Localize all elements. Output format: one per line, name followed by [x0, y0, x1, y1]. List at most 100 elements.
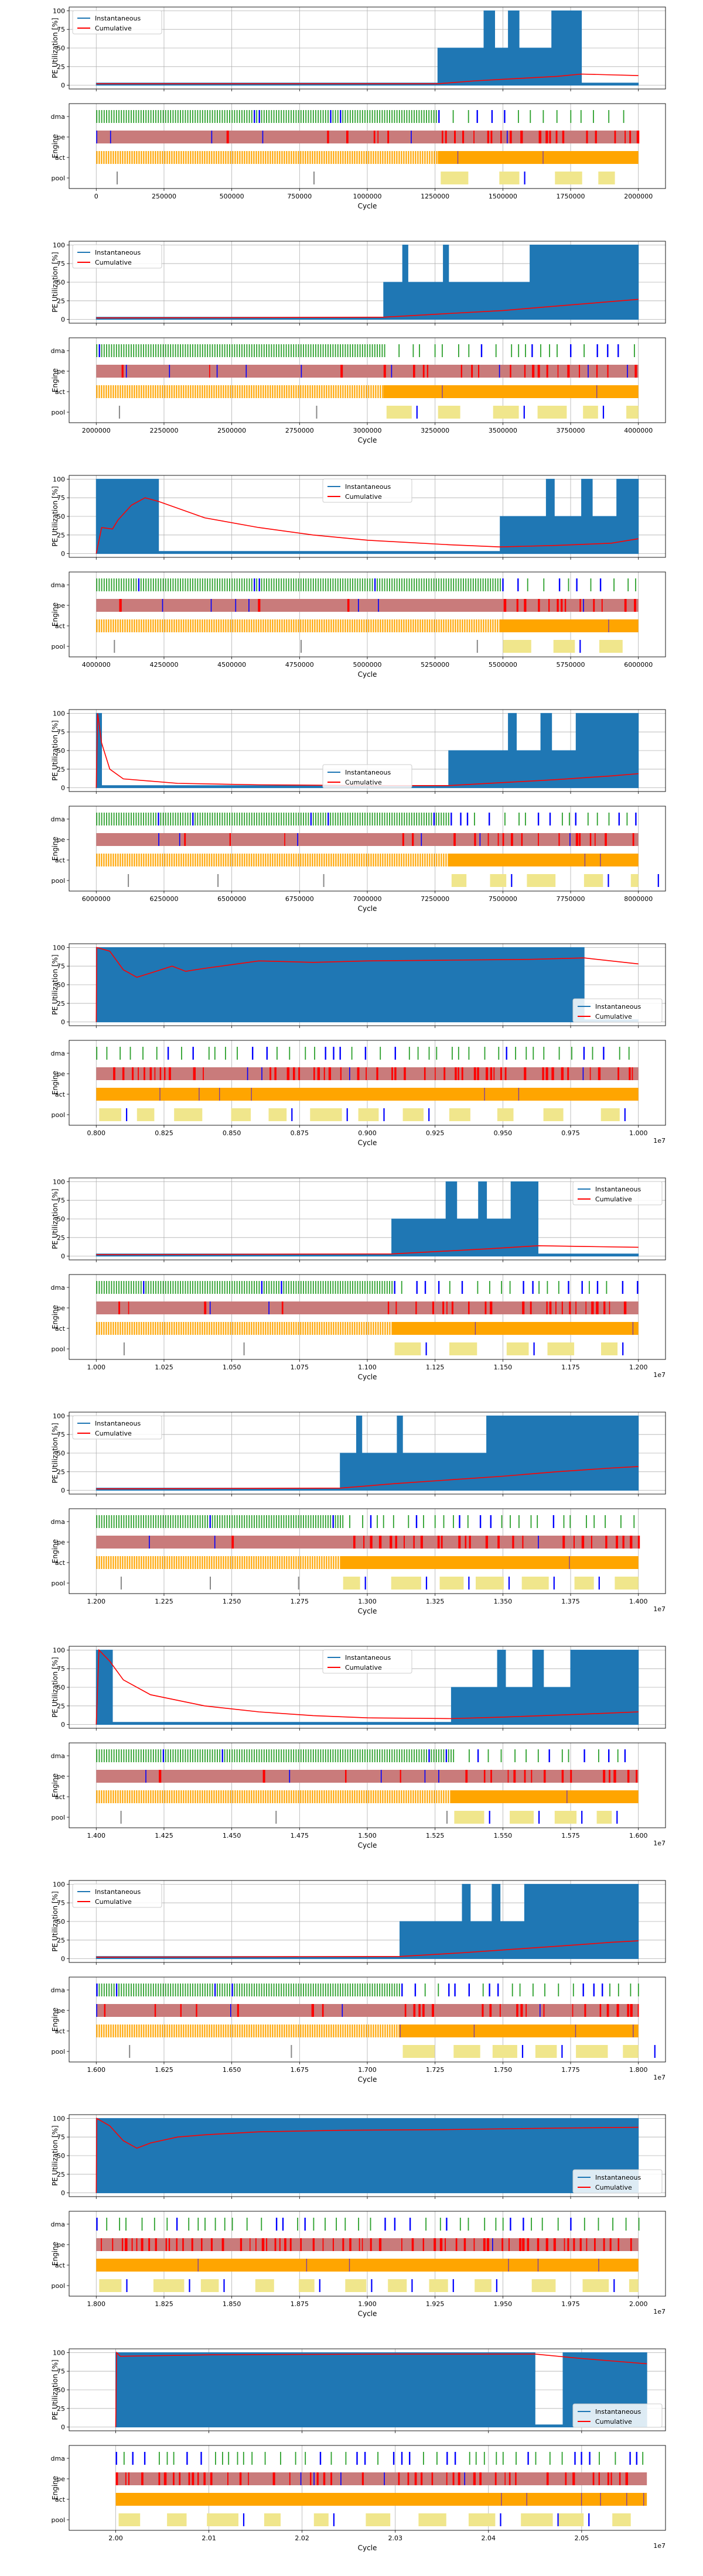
dma-event — [219, 1984, 221, 1996]
act-event — [377, 1790, 379, 1803]
dma-event — [221, 1515, 223, 1528]
pool-event — [438, 406, 460, 419]
act-event — [309, 619, 311, 632]
dma-event — [304, 2218, 306, 2231]
act-event — [180, 1556, 182, 1569]
act-event — [197, 1790, 199, 1803]
engine-xlabel: Cycle — [358, 2544, 377, 2552]
dma-event — [283, 1984, 285, 1996]
dma-event — [222, 2452, 223, 2465]
pe-event — [458, 1067, 459, 1080]
act-event — [356, 1790, 358, 1803]
act-event — [354, 1790, 356, 1803]
act-event — [291, 385, 292, 398]
dma-event — [342, 578, 344, 591]
pe-event — [122, 1067, 125, 1080]
act-event — [330, 151, 332, 164]
dma-event — [214, 1047, 216, 1060]
dma-event — [303, 1515, 304, 1528]
act-event — [185, 385, 187, 398]
dma-event — [431, 578, 432, 591]
pe-event — [240, 2238, 243, 2251]
act-event — [361, 619, 363, 632]
act-lane-events — [96, 854, 639, 866]
dma-event — [491, 110, 493, 123]
dma-event — [364, 2452, 366, 2465]
util-ytick-label: 50 — [57, 1684, 65, 1691]
act-event — [352, 619, 353, 632]
dma-event — [121, 813, 122, 825]
act-event — [246, 1790, 248, 1803]
act-event — [424, 854, 426, 866]
act-event — [129, 151, 131, 164]
act-event — [253, 1322, 255, 1335]
act-event — [227, 1790, 229, 1803]
dma-event — [379, 1281, 381, 1294]
util-ylabel: PE Utilization [%] — [51, 1423, 59, 1483]
act-event — [281, 1322, 283, 1335]
dma-event — [187, 578, 189, 591]
pe-event — [342, 2004, 343, 2017]
pe-event — [606, 2004, 609, 2017]
dma-event — [386, 110, 388, 123]
dma-event — [374, 1984, 376, 1996]
act-event — [291, 151, 292, 164]
util-ytick-label: 0 — [61, 785, 65, 792]
act-event — [117, 619, 119, 632]
dma-event — [155, 110, 156, 123]
engine-xtick-label: 0 — [94, 193, 98, 200]
act-event — [398, 1790, 400, 1803]
act-event — [422, 1790, 424, 1803]
dma-event — [443, 1515, 445, 1528]
dma-event — [608, 1749, 610, 1762]
act-event — [169, 1322, 170, 1335]
act-event — [424, 1790, 426, 1803]
dma-event — [140, 1984, 142, 1996]
pool-event — [99, 1108, 121, 1121]
act-event — [323, 1322, 325, 1335]
pool-event — [388, 2279, 407, 2292]
pe-band — [96, 599, 639, 612]
engine-lane-label-dma: dma — [51, 1986, 65, 1994]
dma-event — [251, 1281, 252, 1294]
act-event — [204, 1322, 206, 1335]
engine-xtick-label: 1250000 — [421, 193, 449, 200]
dma-event — [364, 110, 366, 123]
pe-event — [532, 365, 535, 378]
act-event — [443, 619, 445, 632]
dma-event — [314, 1047, 315, 1060]
dma-event — [423, 2452, 424, 2465]
act-event — [209, 1556, 210, 1569]
act-event — [347, 385, 349, 398]
dma-event — [433, 813, 435, 825]
pe-event — [420, 1536, 423, 1549]
pe-event — [289, 2472, 291, 2485]
act-event — [450, 619, 452, 632]
pe-event — [607, 365, 609, 378]
act-event — [251, 1322, 252, 1335]
dma-event — [187, 344, 189, 357]
dma-event — [101, 344, 103, 357]
dma-event — [180, 344, 181, 357]
dma-event — [275, 1281, 277, 1294]
engine-xtick-label: 500000 — [220, 193, 244, 200]
act-event — [248, 619, 250, 632]
pe-event — [629, 131, 632, 143]
act-event — [302, 1790, 304, 1803]
act-event — [316, 619, 318, 632]
pe-event — [545, 1067, 548, 1080]
act-event — [185, 1322, 187, 1335]
dma-event — [236, 1984, 238, 1996]
engine-axes-frame — [69, 1274, 666, 1360]
act-event — [230, 2025, 231, 2037]
pe-event — [357, 1067, 360, 1080]
act-event — [124, 151, 126, 164]
act-lane-events — [96, 2025, 639, 2037]
act-event — [258, 385, 260, 398]
dma-event — [467, 1515, 469, 1528]
act-event — [141, 1556, 142, 1569]
pe-event — [247, 1067, 248, 1080]
dma-event — [298, 1281, 299, 1294]
act-event — [101, 2025, 103, 2037]
act-event — [412, 1790, 414, 1803]
